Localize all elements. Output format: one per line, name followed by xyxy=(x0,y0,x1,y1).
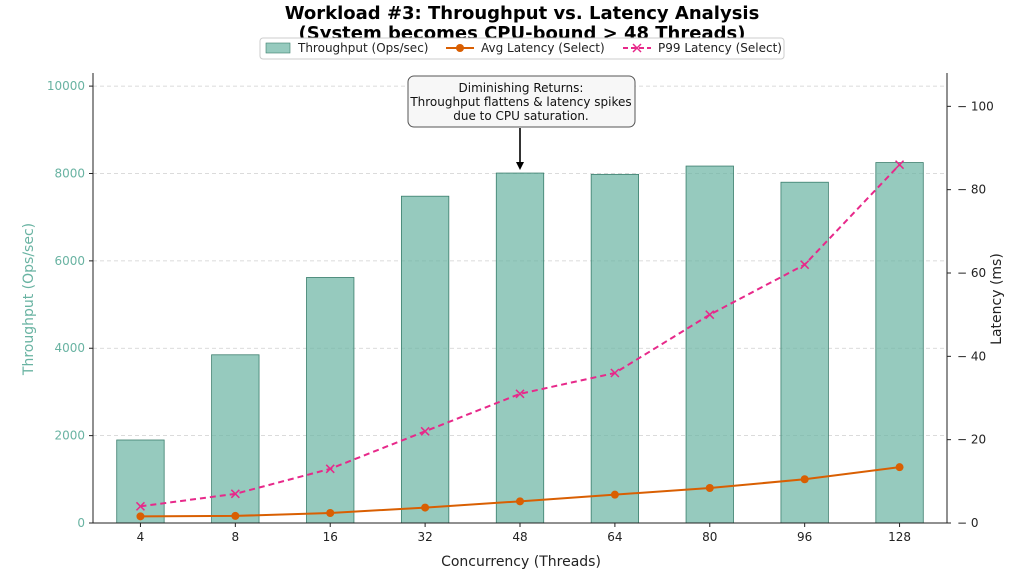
throughput-bar-128 xyxy=(875,162,924,524)
y-axis-right-title: Latency (ms) xyxy=(989,253,1005,345)
chart-title-line-1: Workload #3: Throughput vs. Latency Anal… xyxy=(285,3,760,24)
avg-latency-point-80 xyxy=(705,484,714,492)
p99-latency-point-32 xyxy=(420,426,430,436)
throughput-bar-64 xyxy=(590,173,640,524)
y-left-tick-label: 2000 xyxy=(54,429,85,443)
throughput-bar-48 xyxy=(495,172,545,524)
x-tick-label: 96 xyxy=(797,530,812,544)
y-right-tick-label: − 20 xyxy=(957,433,986,447)
y-axis-left-title: Throughput (Ops/sec) xyxy=(21,223,37,376)
x-tick-label: 8 xyxy=(232,530,240,544)
x-tick-label: 16 xyxy=(323,530,338,544)
y-right-tick-label: − 100 xyxy=(957,99,994,113)
x-tick-label: 32 xyxy=(417,530,432,544)
x-tick-label: 4 xyxy=(137,530,145,544)
p99-latency-point-64 xyxy=(610,368,620,378)
legend-label-throughput: Throughput (Ops/sec) xyxy=(297,41,428,55)
avg-latency-point-48 xyxy=(516,497,524,506)
latency-lines xyxy=(135,160,905,521)
y-left-tick-label: 6000 xyxy=(54,254,85,268)
y-left-tick-label: 0 xyxy=(77,516,85,530)
p99-latency-point-16 xyxy=(325,464,335,474)
legend-marker-p99-latency xyxy=(632,43,642,53)
x-tick-label: 64 xyxy=(607,530,622,544)
legend-label-p99-latency: P99 Latency (Select) xyxy=(658,41,782,55)
p99-latency-point-96 xyxy=(800,260,810,270)
p99-latency-point-80 xyxy=(705,310,715,320)
throughput-bars xyxy=(116,162,924,524)
annotation-line-1: Diminishing Returns: xyxy=(459,81,584,95)
y-right-tick-label: − 80 xyxy=(957,183,986,197)
throughput-bar-16 xyxy=(306,277,355,524)
x-tick-label: 80 xyxy=(702,530,717,544)
throughput-bar-32 xyxy=(400,195,450,524)
p99-latency-point-48 xyxy=(515,389,525,399)
y-right-tick-label: − 60 xyxy=(957,266,986,280)
throughput-bar-4 xyxy=(116,439,165,524)
y-right-tick-label: − 0 xyxy=(957,516,979,530)
x-axis-title: Concurrency (Threads) xyxy=(441,554,601,570)
avg-latency-point-128 xyxy=(895,463,904,472)
p99-latency-point-8 xyxy=(230,489,240,499)
legend-marker-avg-latency xyxy=(456,44,464,52)
annotation-line-2: Throughput flattens & latency spikes xyxy=(409,95,631,109)
throughput-bar-96 xyxy=(780,181,829,524)
p99-latency-point-128 xyxy=(895,160,905,170)
legend-label-avg-latency: Avg Latency (Select) xyxy=(481,41,605,55)
throughput-bar-80 xyxy=(685,165,734,524)
avg-latency-point-64 xyxy=(610,490,619,499)
annotation-box xyxy=(407,75,636,128)
avg-latency-point-8 xyxy=(231,511,240,520)
legend-swatch-throughput xyxy=(265,42,291,54)
y-left-tick-label: 8000 xyxy=(54,166,85,180)
annotation-line-3: due to CPU saturation. xyxy=(453,109,589,123)
y-right-tick-label: − 40 xyxy=(957,349,986,363)
x-tick-label: 128 xyxy=(888,530,911,544)
legend-frame xyxy=(259,37,785,60)
annotation-arrow-head xyxy=(516,162,524,171)
avg-latency-point-4 xyxy=(136,512,145,521)
diminishing-returns-annotation: Diminishing Returns: Throughput flattens… xyxy=(407,75,636,171)
tick-labels: 0 2000 4000 6000 8000 10000 − 0 − 20 − 40 − 60 − 8… xyxy=(47,79,994,544)
avg-latency-point-96 xyxy=(800,475,809,484)
avg-latency-point-32 xyxy=(421,503,430,512)
y-left-tick-label: 10000 xyxy=(47,79,85,93)
x-tick-label: 48 xyxy=(512,530,527,544)
avg-latency-point-16 xyxy=(326,509,335,517)
legend: Throughput (Ops/sec) Avg Latency (Select… xyxy=(259,37,785,60)
throughput-bar-8 xyxy=(211,354,260,524)
y-left-tick-label: 4000 xyxy=(54,341,85,355)
p99-latency-point-4 xyxy=(135,501,145,511)
